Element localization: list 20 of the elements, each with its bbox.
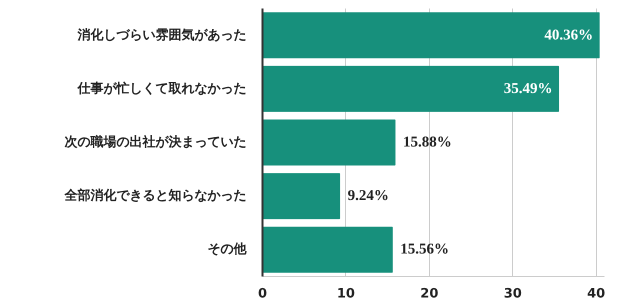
- bar: [262, 66, 560, 112]
- bar: [262, 226, 393, 273]
- y-tick-label: 全部消化できると知らなかった: [64, 188, 246, 204]
- data-label: 9.24%: [348, 188, 389, 204]
- x-tick-label: 10: [336, 286, 355, 300]
- x-tick-label: 40: [587, 286, 606, 300]
- y-tick-label: 消化しづらい雰囲気があった: [76, 28, 246, 43]
- y-tick-label: 次の職場の出社が決まっていた: [64, 134, 246, 150]
- x-tick-label: 30: [504, 286, 522, 300]
- x-tick-label: 20: [420, 286, 438, 300]
- data-label: 15.88%: [402, 134, 452, 150]
- bar: [262, 12, 600, 58]
- data-label: 40.36%: [544, 27, 594, 44]
- bar: [262, 173, 340, 220]
- x-tick-label: 0: [258, 286, 268, 300]
- data-label: 35.49%: [504, 80, 553, 97]
- y-tick-label: その他: [208, 242, 248, 258]
- data-label: 15.56%: [400, 242, 450, 258]
- y-tick-label: 仕事が忙しくて取れなかった: [76, 80, 246, 96]
- bar: [262, 119, 396, 166]
